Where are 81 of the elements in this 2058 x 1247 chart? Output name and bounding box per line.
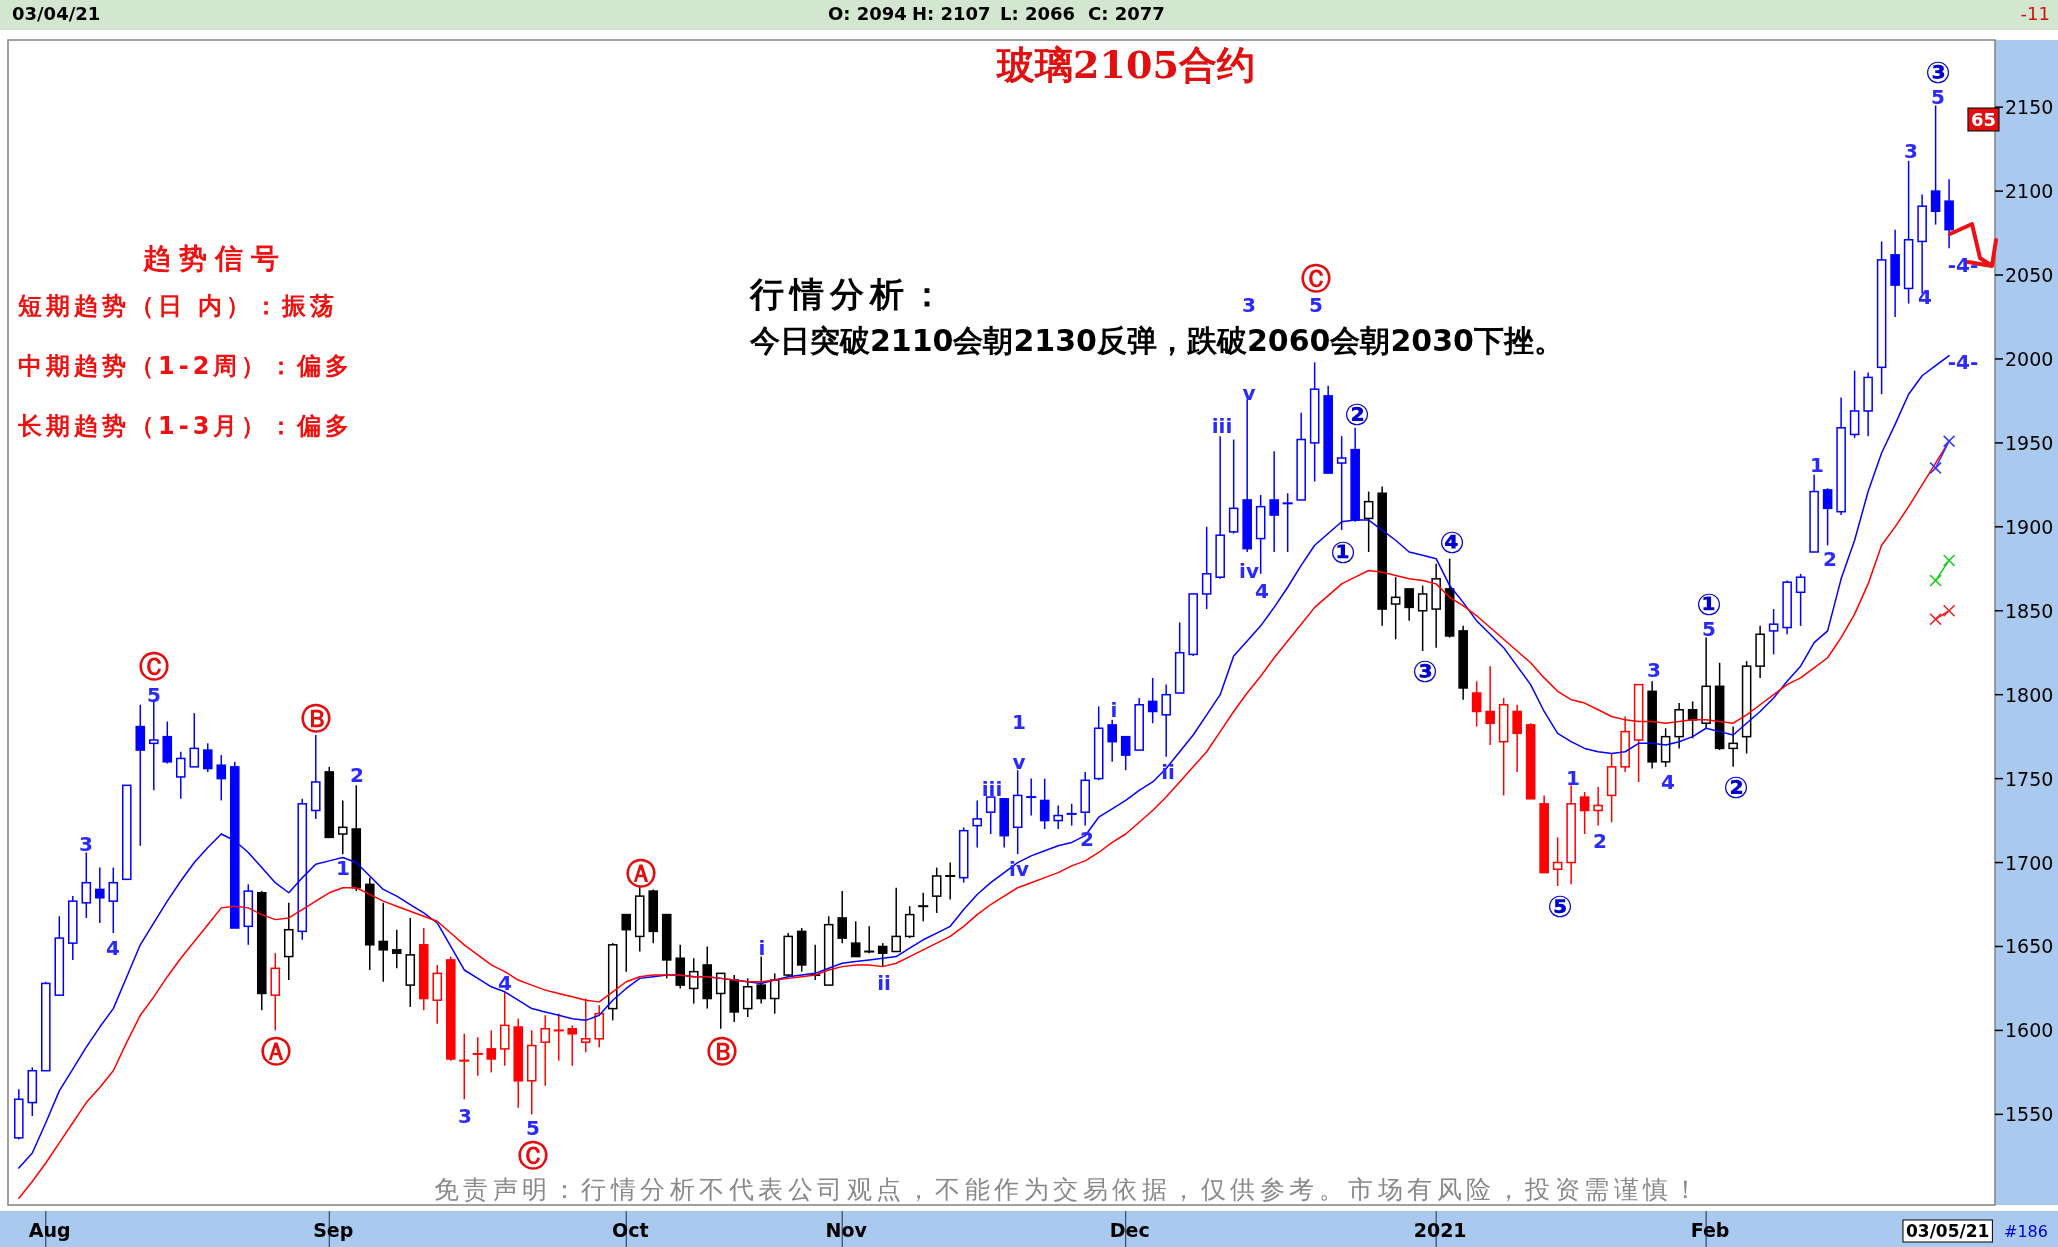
annotation: i [758,936,766,960]
y-tick-label: 2000 [2005,347,2054,370]
x-tick-label: Dec [1109,1219,1150,1241]
annotation: iv [1009,857,1029,881]
annotation: 4 [498,971,512,995]
annotation: ① [1330,534,1356,570]
y-tick-label: 2150 [2005,96,2054,119]
x-tick-label: Nov [825,1219,868,1241]
annotation: Ⓐ [626,855,656,891]
y-tick-label: 1650 [2005,935,2054,958]
y-tick-label: 1550 [2005,1103,2054,1126]
annotation: iii [981,777,1003,801]
x-tick-label: 2021 [1413,1219,1467,1241]
annotation: 1 [336,856,350,880]
annotation: 3 [79,832,93,856]
annotation: 1 [1012,710,1026,734]
y-tick-label: 1800 [2005,683,2054,706]
text: #186 [2004,1222,2048,1241]
annotation: ③ [1412,653,1438,689]
annotation: 行情分析： [749,274,950,314]
annotation: 1 [1810,453,1824,477]
y-tick-label: 1600 [2005,1019,2054,1042]
annotation: 5 [526,1116,540,1140]
annotation: 短期趋势（日 内）：振荡 [17,292,339,320]
y-tick-label: 1950 [2005,431,2054,454]
annotation: 4 [1918,285,1932,309]
annotation: Ⓑ [301,700,331,736]
y-tick-label: 1900 [2005,515,2054,538]
annotation: 2 [1823,547,1837,571]
text: L: 2066 [1000,3,1076,24]
annotation: 4 [1661,770,1675,794]
annotation: 3 [1904,139,1918,163]
y-tick-label: 2100 [2005,180,2054,203]
x-tick-label: Feb [1690,1219,1730,1241]
annotation: 长期趋势（1-3月）：偏多 [17,412,354,440]
annotation: ii [877,971,891,995]
y-tick-label: 1850 [2005,599,2054,622]
annotation: i [1110,698,1118,722]
text: 65 [1970,109,1996,130]
chart-title: 玻璃2105合约 [995,42,1255,87]
text: 03/04/21 [12,3,101,24]
annotation: ④ [1439,524,1465,560]
annotation: ② [1723,769,1749,805]
annotation: 5 [1309,293,1323,317]
annotation: 2 [350,763,364,787]
text: C: 2077 [1088,3,1165,24]
annotation: 2 [1080,827,1094,851]
annotation: v [1012,750,1026,774]
annotation: ⑤ [1547,888,1573,924]
annotation: 5 [147,683,161,707]
annotation: Ⓒ [139,648,169,684]
annotation: Ⓑ [707,1033,737,1069]
text: -11 [2020,3,2050,24]
x-tick-label: Oct [611,1219,649,1241]
annotation: ii [1161,760,1175,784]
annotation: 今日突破2110会朝2130反弹，跌破2060会朝2030下挫。 [749,323,1564,358]
annotation: v [1242,381,1256,405]
annotation: 1 [1566,766,1580,790]
text: O: 2094 [828,3,907,24]
annotation: Ⓐ [261,1033,291,1069]
text: H: 2107 [912,3,991,24]
annotation: Ⓒ [518,1137,548,1173]
y-tick-label: 1750 [2005,767,2054,790]
x-tick-label: Aug [28,1219,71,1241]
y-tick-label: 1700 [2005,851,2054,874]
annotation: 3 [458,1104,472,1128]
annotation: 3 [1647,658,1661,682]
annotation: Ⓒ [1301,260,1331,296]
annotation: -4- [1947,350,1979,374]
x-tick-label: Sep [313,1219,354,1241]
annotation: 免责声明：行情分析不代表公司观点，不能作为交易依据，仅供参考。市场有风险，投资需谨慎！ [433,1175,1703,1204]
text: 03/05/21 [1906,1221,1990,1241]
annotation: 4 [106,936,120,960]
annotation: -4- [1947,253,1979,277]
annotation: 3 [1242,293,1256,317]
y-tick-label: 2050 [2005,264,2054,287]
annotation: ② [1344,396,1370,432]
annotation: 2 [1593,829,1607,853]
annotation: 中期趋势（1-2周）：偏多 [18,352,354,380]
annotation: 趋势信号 [142,242,287,275]
annotation: iii [1211,414,1233,438]
